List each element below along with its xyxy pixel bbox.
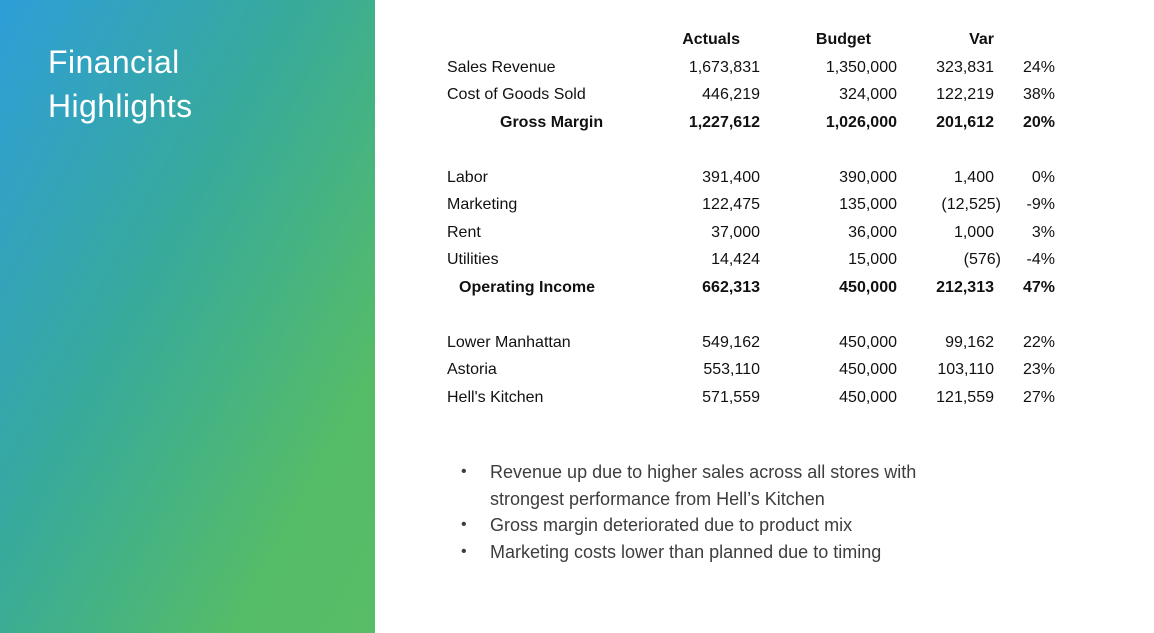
row-var: (12,525) xyxy=(941,196,1001,213)
row-var: 1,400 xyxy=(953,168,994,186)
row-pct: 27% xyxy=(1022,388,1055,406)
row-actuals: 122,475 xyxy=(702,196,760,213)
row-budget: 390,000 xyxy=(839,168,897,186)
bullet-text: Marketing costs lower than planned due t… xyxy=(490,541,882,562)
header-actuals: Actuals xyxy=(682,31,740,48)
row-label: Operating Income xyxy=(459,278,596,296)
row-pct: 24% xyxy=(1022,58,1055,76)
row-pct: 23% xyxy=(1022,361,1055,378)
table-row-cogs: Cost of Goods Sold 446,219 324,000 122,2… xyxy=(447,81,1055,109)
row-var: 201,612 xyxy=(936,113,994,131)
row-var: 323,831 xyxy=(936,58,994,76)
row-pct: 22% xyxy=(1022,333,1055,351)
row-pct: 0% xyxy=(1031,168,1055,186)
commentary-bullets: • Revenue up due to higher sales across … xyxy=(461,459,983,565)
row-pct: 3% xyxy=(1031,223,1055,241)
row-pct: -4% xyxy=(1026,251,1055,268)
row-var: 121,559 xyxy=(936,388,994,406)
row-budget: 450,000 xyxy=(839,278,897,296)
row-actuals: 14,424 xyxy=(711,251,760,268)
row-actuals: 37,000 xyxy=(711,223,760,241)
bullet-item: • Gross margin deteriorated due to produ… xyxy=(461,512,983,539)
row-budget: 135,000 xyxy=(839,196,897,213)
row-pct: 47% xyxy=(1022,278,1055,296)
row-actuals: 571,559 xyxy=(702,388,760,406)
table-group-expenses: Labor 391,400 390,000 1,400 0% Marketing… xyxy=(447,164,1055,302)
row-budget: 15,000 xyxy=(848,251,897,268)
row-budget: 36,000 xyxy=(848,223,897,241)
bullet-icon: • xyxy=(461,516,467,533)
bullet-icon: • xyxy=(461,542,467,560)
bullet-text: Gross margin deteriorated due to product… xyxy=(490,515,853,535)
table-header-row: Actuals Budget Var xyxy=(447,26,1055,54)
table-row-utilities: Utilities 14,424 15,000 (576) -4% xyxy=(447,246,1055,274)
table-row-gross-margin: Gross Margin 1,227,612 1,026,000 201,612… xyxy=(447,109,1055,137)
row-actuals: 446,219 xyxy=(702,86,760,103)
row-budget: 450,000 xyxy=(839,388,897,406)
row-pct: -9% xyxy=(1026,196,1055,213)
table-group-revenue: Sales Revenue 1,673,831 1,350,000 323,83… xyxy=(447,54,1055,137)
row-pct: 20% xyxy=(1022,113,1055,131)
row-label: Gross Margin xyxy=(500,113,604,131)
table-row-labor: Labor 391,400 390,000 1,400 0% xyxy=(447,164,1055,192)
row-actuals: 1,227,612 xyxy=(688,113,760,131)
bullet-text: Revenue up due to higher sales across al… xyxy=(490,462,917,509)
row-label: Labor xyxy=(447,168,488,186)
row-label: Utilities xyxy=(447,251,499,268)
bullet-icon: • xyxy=(461,463,467,480)
row-budget: 450,000 xyxy=(839,333,897,351)
slide-title: Financial Highlights xyxy=(48,44,193,124)
table-row-sales-revenue: Sales Revenue 1,673,831 1,350,000 323,83… xyxy=(447,54,1055,82)
row-label: Rent xyxy=(447,223,481,241)
bullet-item: • Marketing costs lower than planned due… xyxy=(461,539,983,566)
header-var: Var xyxy=(969,31,994,48)
table-row-marketing: Marketing 122,475 135,000 (12,525) -9% xyxy=(447,191,1055,219)
table-row-hells-kitchen: Hell's Kitchen 571,559 450,000 121,559 2… xyxy=(447,384,1055,412)
bullet-item: • Revenue up due to higher sales across … xyxy=(461,459,983,512)
row-label: Lower Manhattan xyxy=(447,333,571,351)
row-actuals: 553,110 xyxy=(703,361,760,378)
row-actuals: 549,162 xyxy=(702,333,760,351)
row-var: 103,110 xyxy=(937,361,994,378)
table-row-astoria: Astoria 553,110 450,000 103,110 23% xyxy=(447,356,1055,384)
row-label: Hell's Kitchen xyxy=(447,388,544,406)
row-label: Cost of Goods Sold xyxy=(447,86,586,103)
row-budget: 324,000 xyxy=(839,86,897,103)
row-pct: 38% xyxy=(1022,86,1055,103)
row-budget: 1,350,000 xyxy=(825,58,897,76)
row-label: Astoria xyxy=(447,361,497,378)
row-var: 1,000 xyxy=(953,223,994,241)
row-actuals: 391,400 xyxy=(702,168,760,186)
row-label: Marketing xyxy=(447,196,518,213)
financial-table: Actuals Budget Var Sales Revenue 1,673,8… xyxy=(447,26,1055,411)
row-actuals: 1,673,831 xyxy=(688,58,760,76)
row-var: 122,219 xyxy=(936,86,994,103)
row-var: 212,313 xyxy=(936,278,994,296)
row-label: Sales Revenue xyxy=(447,58,556,76)
header-budget: Budget xyxy=(815,31,871,48)
row-var: (576) xyxy=(963,251,1001,268)
title-panel: Financial Highlights xyxy=(0,0,375,633)
row-budget: 1,026,000 xyxy=(825,113,897,131)
row-var: 99,162 xyxy=(945,333,994,351)
row-actuals: 662,313 xyxy=(702,278,760,296)
row-budget: 450,000 xyxy=(839,361,897,378)
table-row-rent: Rent 37,000 36,000 1,000 3% xyxy=(447,219,1055,247)
table-row-lower-manhattan: Lower Manhattan 549,162 450,000 99,162 2… xyxy=(447,329,1055,357)
table-row-operating-income: Operating Income 662,313 450,000 212,313… xyxy=(447,274,1055,302)
table-group-stores: Lower Manhattan 549,162 450,000 99,162 2… xyxy=(447,329,1055,412)
